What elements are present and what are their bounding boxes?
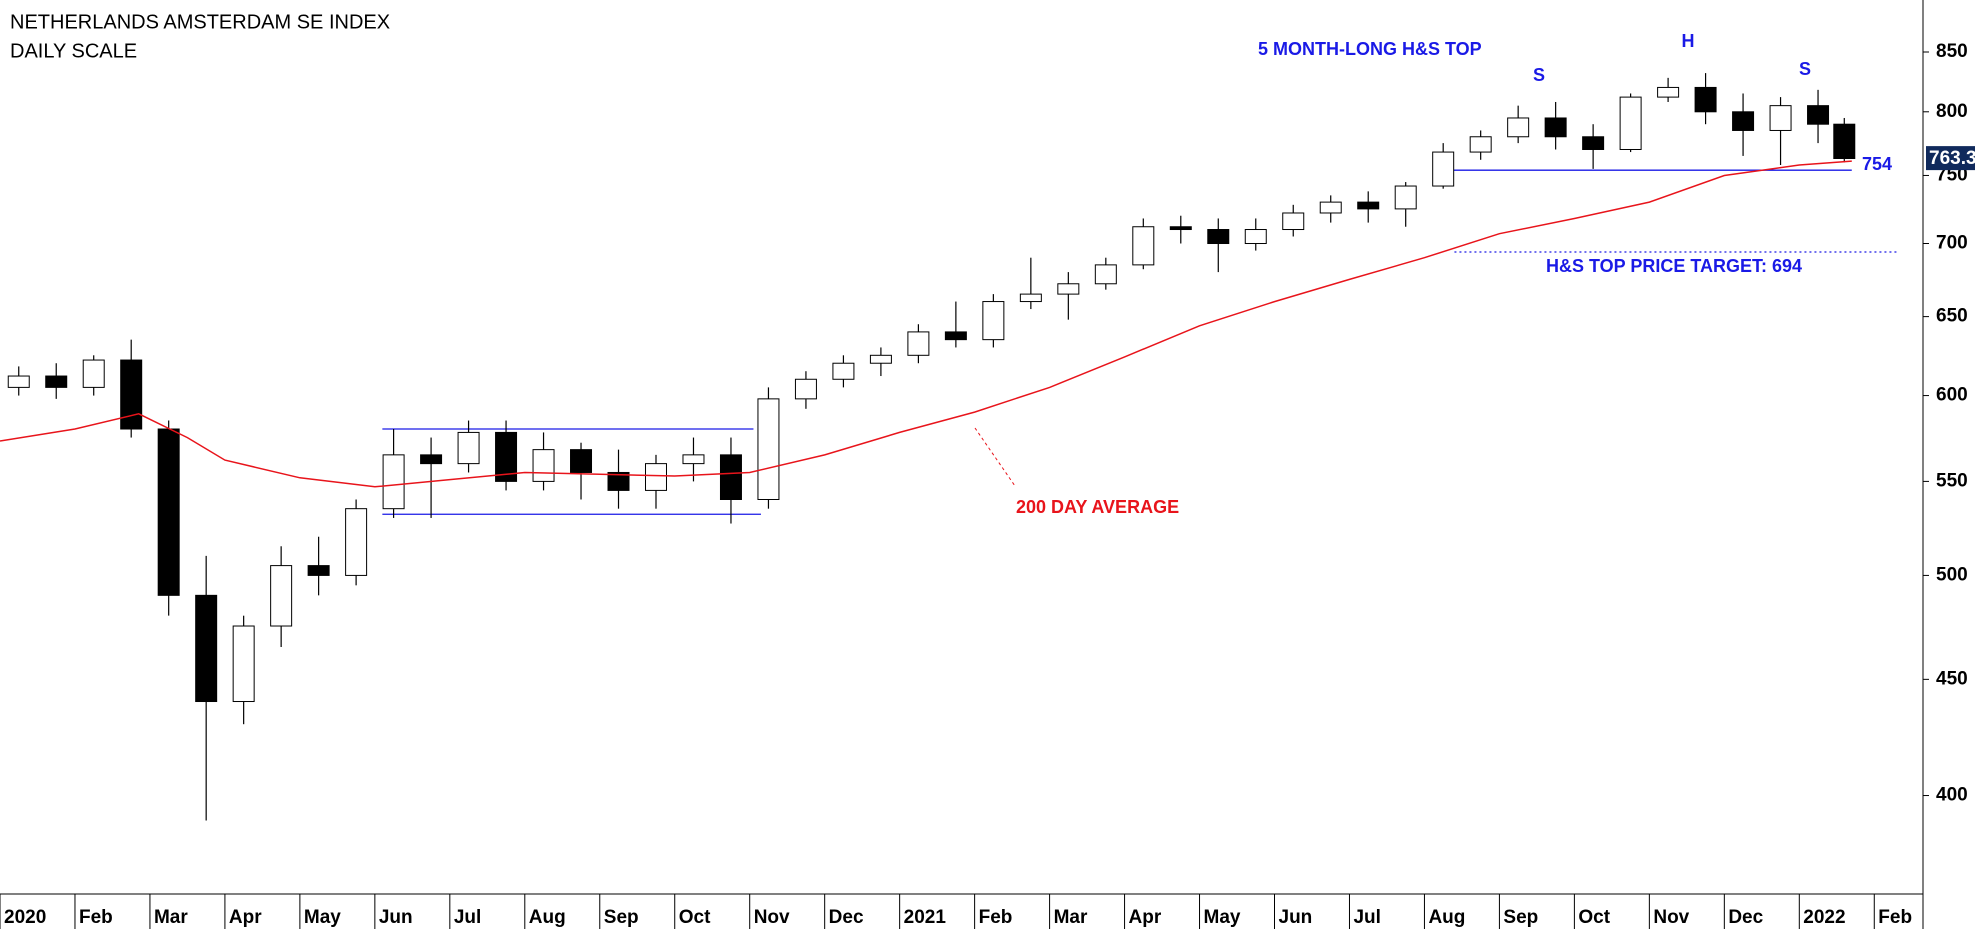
x-tick-label: Oct	[1578, 907, 1610, 928]
candle-body	[1807, 105, 1830, 125]
x-tick-label: Oct	[679, 907, 711, 928]
leader-line	[974, 427, 1016, 487]
y-tick-label: 500	[1936, 564, 1968, 585]
neckline-label: 754	[1862, 154, 1892, 174]
annotation: S	[1533, 65, 1545, 85]
candle-body	[345, 508, 368, 576]
last-price-label: 763.3	[1929, 148, 1975, 169]
candle-body	[532, 449, 555, 482]
x-tick-label: Dec	[1728, 907, 1763, 928]
x-tick-label: Aug	[1428, 907, 1465, 928]
candle-body	[232, 625, 255, 703]
candle-body	[869, 354, 892, 364]
candle-body	[607, 471, 630, 491]
y-tick-label: 550	[1936, 470, 1968, 491]
candle-body	[270, 565, 293, 627]
candle-body	[1619, 96, 1642, 150]
candle-body	[382, 454, 405, 510]
candle-body	[682, 454, 705, 465]
candle-body	[1769, 105, 1792, 131]
x-tick-label: 2020	[4, 907, 46, 928]
candle-body	[1657, 86, 1680, 98]
candle-body	[1732, 111, 1755, 131]
candle-body	[982, 301, 1005, 341]
x-tick-label: Mar	[154, 907, 188, 928]
x-tick-label: Dec	[829, 907, 864, 928]
candle-body	[1319, 201, 1342, 214]
x-tick-label: May	[1204, 907, 1241, 928]
y-tick-label: 700	[1936, 233, 1968, 254]
y-tick-label: 600	[1936, 385, 1968, 406]
target-label: H&S TOP PRICE TARGET: 694	[1546, 256, 1802, 276]
candle-body	[757, 398, 780, 501]
candle-body	[944, 331, 967, 341]
x-tick-label: Apr	[1129, 907, 1162, 928]
candle-body	[907, 331, 930, 356]
candle-body	[82, 359, 105, 388]
chart-title: NETHERLANDS AMSTERDAM SE INDEX	[10, 11, 390, 33]
candle-body	[1094, 264, 1117, 285]
y-tick-label: 850	[1936, 41, 1968, 62]
candle-body	[1432, 151, 1455, 187]
candle-body	[1244, 229, 1267, 245]
x-tick-label: Sep	[604, 907, 639, 928]
chart-subtitle: DAILY SCALE	[10, 40, 137, 62]
candle-body	[1357, 201, 1380, 210]
candle-body	[1694, 86, 1717, 113]
x-tick-label: Aug	[529, 907, 566, 928]
x-tick-label: Mar	[1054, 907, 1088, 928]
candle-body	[1582, 136, 1605, 150]
candle-body	[457, 431, 480, 465]
candle-body	[719, 454, 742, 501]
annotation: S	[1799, 59, 1811, 79]
x-tick-label: May	[304, 907, 341, 928]
candle-body	[1833, 123, 1856, 160]
y-tick-label: 800	[1936, 101, 1968, 122]
candle-body	[1507, 117, 1530, 138]
x-tick-label: Feb	[1878, 907, 1912, 928]
candle-body	[1169, 226, 1192, 231]
y-tick-label: 450	[1936, 668, 1968, 689]
candle-body	[1019, 293, 1042, 303]
x-tick-label: Sep	[1503, 907, 1538, 928]
x-tick-label: Jul	[1353, 907, 1380, 928]
candle-body	[1132, 226, 1155, 266]
candle-body	[1207, 229, 1230, 245]
candle-body	[1469, 136, 1492, 153]
candle-body	[420, 454, 443, 465]
y-tick-label: 400	[1936, 785, 1968, 806]
candle-body	[1057, 283, 1080, 295]
candle-body	[1282, 212, 1305, 231]
candle-body	[307, 565, 330, 576]
annotation: 5 MONTH-LONG H&S TOP	[1258, 39, 1482, 59]
x-tick-label: Nov	[1653, 907, 1689, 928]
candle-body	[1544, 117, 1567, 138]
x-tick-label: 2021	[904, 907, 947, 928]
candle-body	[45, 375, 68, 388]
x-tick-label: Apr	[229, 907, 262, 928]
y-tick-label: 650	[1936, 306, 1968, 327]
candle-body	[794, 378, 817, 400]
candle-body	[157, 428, 180, 596]
x-tick-label: Nov	[754, 907, 790, 928]
ma-line	[0, 160, 1852, 488]
candle-body	[495, 431, 518, 482]
x-tick-label: 2022	[1803, 907, 1845, 928]
candle-body	[195, 594, 218, 703]
candle-body	[120, 359, 143, 430]
x-tick-label: Feb	[979, 907, 1013, 928]
candle-body	[832, 362, 855, 380]
candle-body	[570, 449, 593, 473]
candle-body	[7, 375, 30, 388]
annotation: H	[1682, 31, 1695, 51]
ma-label: 200 DAY AVERAGE	[1016, 497, 1179, 517]
candle-body	[1394, 185, 1417, 210]
x-tick-label: Feb	[79, 907, 113, 928]
x-tick-label: Jun	[379, 907, 413, 928]
x-tick-label: Jul	[454, 907, 481, 928]
x-tick-label: Jun	[1279, 907, 1313, 928]
last-price-box	[1926, 146, 1975, 171]
candle-body	[644, 463, 667, 491]
